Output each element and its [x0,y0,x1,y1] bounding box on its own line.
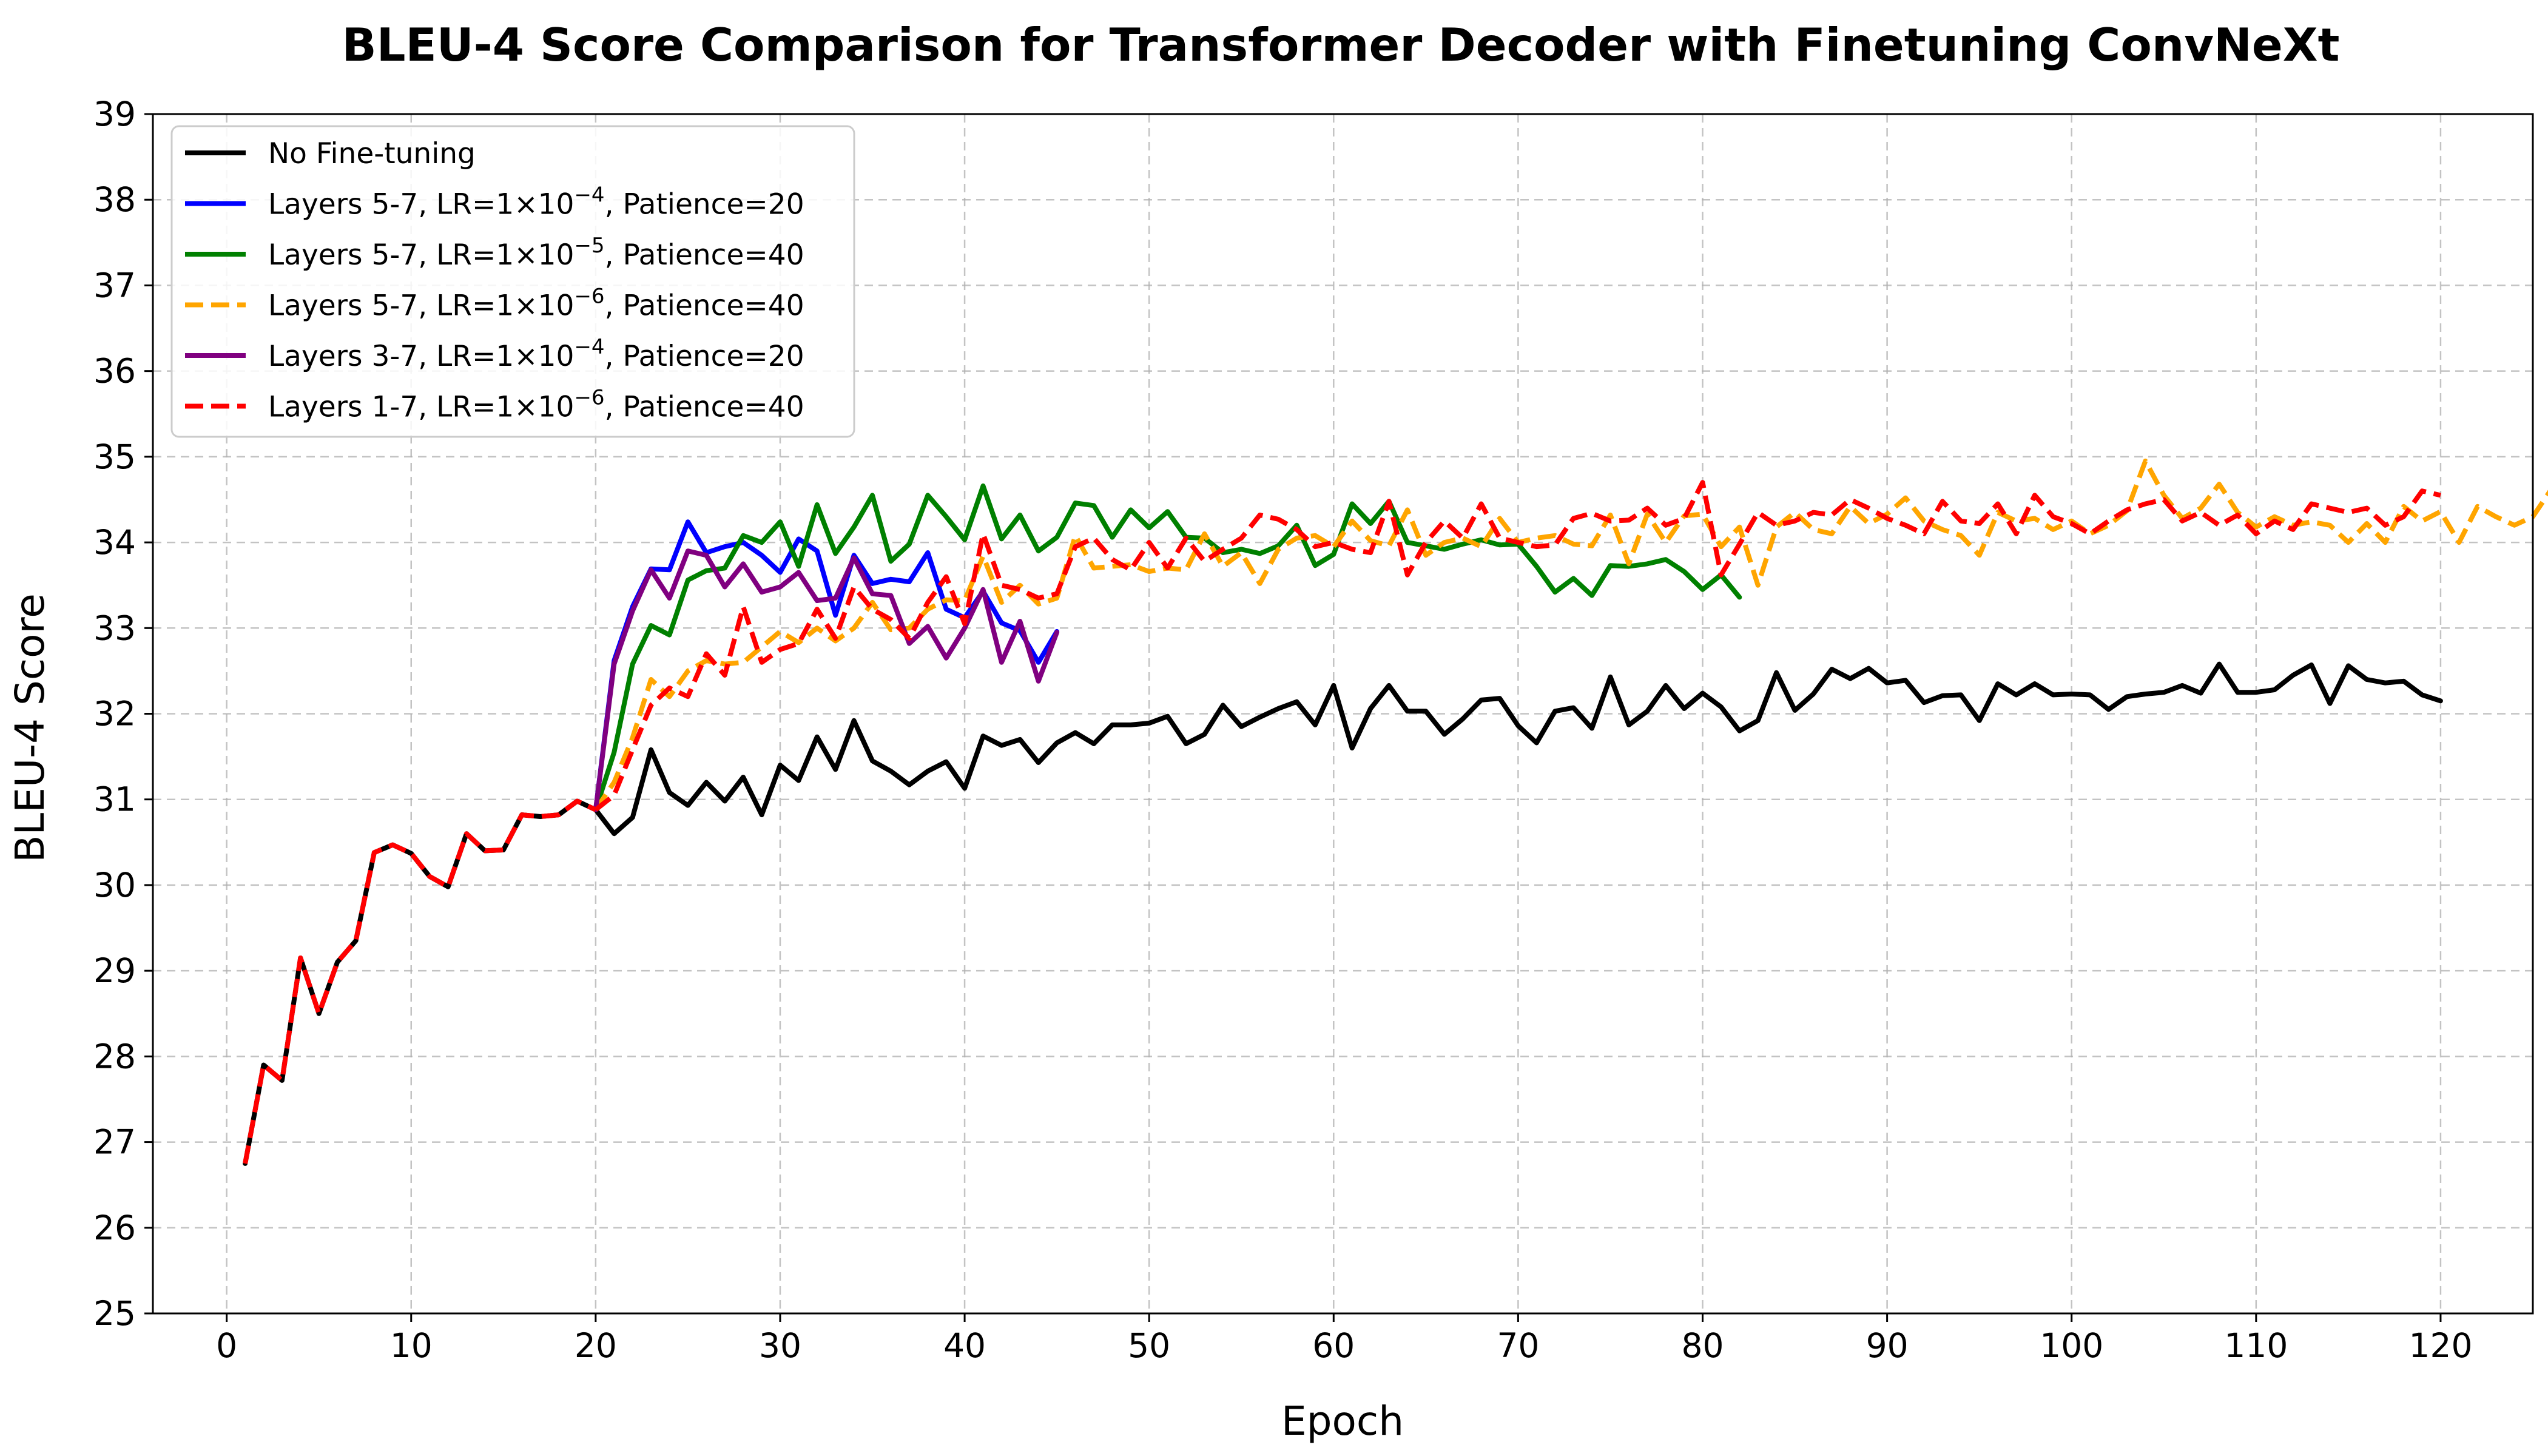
series-l57-lr1e5-legend-label: Layers 5-7, LR=1×10−5, Patience=40 [268,234,804,272]
y-tick-label: 36 [93,352,136,391]
x-tick-label: 110 [2224,1326,2288,1365]
series-l17-lr1e6-prefix-line [243,798,597,1164]
series-no-finetuning-line [243,661,2443,1166]
y-tick-label: 33 [93,608,136,647]
series-l17-lr1e6-line [594,480,2441,812]
x-tick-label: 50 [1128,1326,1170,1365]
y-tick-label: 25 [93,1294,136,1333]
x-tick-label: 100 [2040,1326,2103,1365]
series-l57-lr1e5-line [593,483,1742,812]
y-tick-label: 39 [93,95,136,133]
y-tick-label: 26 [93,1208,136,1247]
x-tick-label: 40 [943,1326,986,1365]
legend-box [170,125,855,438]
x-tick-label: 120 [2408,1326,2472,1365]
series-l37-lr1e4-line [593,548,1060,812]
x-tick-label: 70 [1497,1326,1539,1365]
series-l37-lr1e4-legend-label: Layers 3-7, LR=1×10−4, Patience=20 [268,335,804,373]
x-axis-label: Epoch [1281,1398,1404,1444]
y-tick-label: 35 [93,437,136,476]
y-tick-label: 37 [93,266,136,305]
x-tick-label: 80 [1682,1326,1724,1365]
x-tick-label: 20 [575,1326,617,1365]
x-tick-label: 0 [216,1326,237,1365]
series-l57-lr1e6-legend-label: Layers 5-7, LR=1×10−6, Patience=40 [268,285,804,323]
series-l57-lr1e4-legend-label: Layers 5-7, LR=1×10−4, Patience=20 [268,183,804,221]
x-tick-label: 90 [1866,1326,1909,1365]
axis-ticks: 0 10 20 30 40 50 60 70 80 90 100 110 120 25 26 27 28 29 30… [93,95,2472,1365]
y-tick-label: 29 [93,951,136,990]
x-tick-label: 60 [1312,1326,1355,1365]
series-lines [243,458,2548,1166]
y-tick-label: 27 [93,1123,136,1162]
y-tick-label: 32 [93,695,136,733]
series-no-finetuning-legend-label: No Fine-tuning [268,137,476,170]
series-l17-lr1e6-legend-label: Layers 1-7, LR=1×10−6, Patience=40 [268,386,804,424]
series-l57-lr1e6-line [593,458,2548,811]
legend: No Fine-tuning Layers 5-7, LR=1×10−4, Pat… [170,125,855,438]
x-tick-label: 30 [759,1326,801,1365]
y-tick-label: 38 [93,180,136,219]
y-tick-label: 34 [93,523,136,562]
x-tick-label: 10 [390,1326,433,1365]
y-tick-label: 28 [93,1037,136,1076]
y-axis-label: BLEU-4 Score [7,593,53,863]
y-tick-label: 30 [93,866,136,905]
chart-title: BLEU-4 Score Comparison for Transformer … [342,18,2340,72]
y-tick-label: 31 [93,780,136,819]
